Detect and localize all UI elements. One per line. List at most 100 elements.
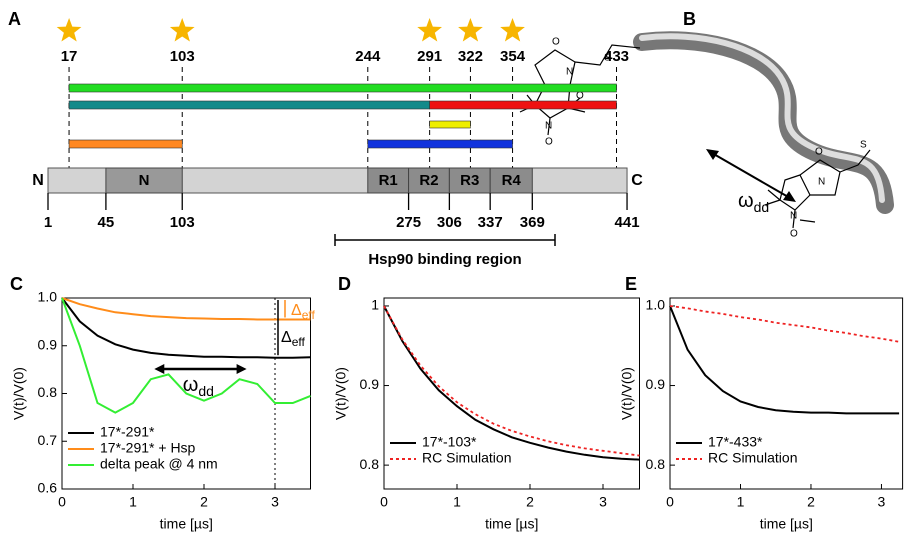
- y-tick-label: 0.7: [38, 432, 58, 448]
- legend-label: delta peak @ 4 nm: [100, 456, 218, 472]
- x-axis-label: time [µs]: [760, 516, 813, 532]
- data-line: [61, 297, 311, 359]
- residue-label: 45: [98, 214, 115, 231]
- atom-label: O: [552, 37, 560, 48]
- x-tick-label: 0: [666, 494, 674, 510]
- omega: ω: [183, 374, 199, 396]
- residue-label: 337: [478, 214, 503, 231]
- residue-label: 275: [396, 214, 421, 231]
- label-segment: [429, 100, 617, 110]
- label-segment: [68, 100, 430, 110]
- y-tick-label: 0.8: [38, 384, 58, 400]
- arrow-heads: [706, 149, 796, 202]
- y-tick-label: 1: [371, 297, 379, 313]
- panel-label: D: [338, 274, 351, 294]
- y-tick-label: 0.8: [360, 456, 380, 472]
- plot-frame: [669, 297, 904, 490]
- star: [169, 18, 195, 42]
- star: [458, 18, 483, 42]
- subdomain-label: R4: [502, 172, 522, 189]
- residue-label: 441: [615, 214, 640, 231]
- label-segment: [367, 139, 513, 149]
- label-segment: [68, 83, 617, 93]
- x-tick-label: 3: [878, 494, 886, 510]
- residue-label: 306: [437, 214, 462, 231]
- residue-label: 291: [417, 48, 442, 65]
- delta-label: Δeff: [281, 329, 305, 349]
- omega-label: ωdd: [738, 190, 769, 214]
- panel-label: A: [8, 9, 21, 29]
- data-line: [61, 297, 311, 321]
- arrow-heads: [154, 364, 247, 374]
- label-segment: [429, 120, 471, 129]
- x-tick-label: 1: [737, 494, 745, 510]
- x-tick-label: 1: [453, 494, 461, 510]
- data-line: [383, 305, 640, 461]
- y-tick-label: 0.9: [360, 376, 380, 392]
- binding-region-label: Hsp90 binding region: [368, 251, 521, 268]
- binding-bracket: [334, 234, 556, 246]
- atom-label: S: [604, 53, 611, 64]
- legend-label: 17*-433*: [708, 434, 763, 450]
- x-tick-label: 3: [599, 494, 607, 510]
- x-axis-label: time [µs]: [485, 516, 538, 532]
- y-tick-label: 0.8: [646, 456, 666, 472]
- x-axis-label: time [µs]: [160, 516, 213, 532]
- plot-frame: [383, 297, 640, 490]
- star: [56, 18, 82, 42]
- legend-label: 17*-291*: [100, 424, 155, 440]
- subdomain-label: R3: [460, 172, 479, 189]
- subdomain-label: R1: [379, 172, 398, 189]
- subdomain: [448, 167, 491, 194]
- star: [417, 18, 442, 42]
- residue-label: 322: [458, 48, 483, 65]
- delta-sub: eff: [292, 335, 306, 349]
- residue-label: 244: [355, 48, 381, 65]
- residue-label: 369: [520, 214, 545, 231]
- data-line: [383, 305, 640, 457]
- subdomain: [367, 167, 410, 194]
- legend-label: RC Simulation: [422, 450, 511, 466]
- x-tick-label: 0: [58, 494, 66, 510]
- subdomain: [105, 167, 183, 194]
- atom-label: N: [566, 67, 573, 78]
- residue-label: 354: [500, 48, 526, 65]
- y-tick-label: 0.9: [38, 336, 58, 352]
- panel-label: B: [683, 9, 696, 29]
- subdomain: [489, 167, 533, 194]
- atom-label: O: [576, 91, 584, 102]
- label-segment: [68, 139, 183, 149]
- atom-label: N: [790, 211, 797, 222]
- x-tick-label: 3: [271, 494, 279, 510]
- legend-label: RC Simulation: [708, 450, 797, 466]
- y-tick-label: 0.9: [646, 376, 666, 392]
- x-tick-label: 2: [807, 494, 815, 510]
- c-terminus: C: [631, 172, 643, 189]
- residue-label: 103: [170, 214, 195, 231]
- y-tick-label: 0.6: [38, 480, 58, 496]
- atom-label: S: [860, 140, 867, 151]
- subdomain: [408, 167, 450, 194]
- delta: Δ: [281, 329, 292, 346]
- y-tick-label: 1.0: [38, 289, 58, 305]
- panel-label: C: [10, 274, 23, 294]
- distance-arrow: [711, 152, 791, 199]
- legend-label: 17*-103*: [422, 434, 477, 450]
- residue-label: 103: [170, 48, 195, 65]
- y-axis-label: V(t)/V(0): [619, 367, 635, 420]
- data-line: [669, 305, 900, 415]
- x-tick-label: 2: [200, 494, 208, 510]
- residue-label: 17: [61, 48, 78, 65]
- omega-label: ωdd: [183, 374, 214, 398]
- y-axis-label: V(t)/V(0): [333, 367, 349, 420]
- n-terminus: N: [32, 172, 44, 189]
- delta-label: Δeff: [291, 302, 315, 322]
- residue-label: 1: [44, 214, 52, 231]
- star: [500, 18, 525, 42]
- y-axis-label: V(t)/V(0): [11, 367, 27, 420]
- atom-label: N: [818, 177, 825, 188]
- x-tick-label: 0: [380, 494, 388, 510]
- residue-label: 433: [604, 48, 629, 65]
